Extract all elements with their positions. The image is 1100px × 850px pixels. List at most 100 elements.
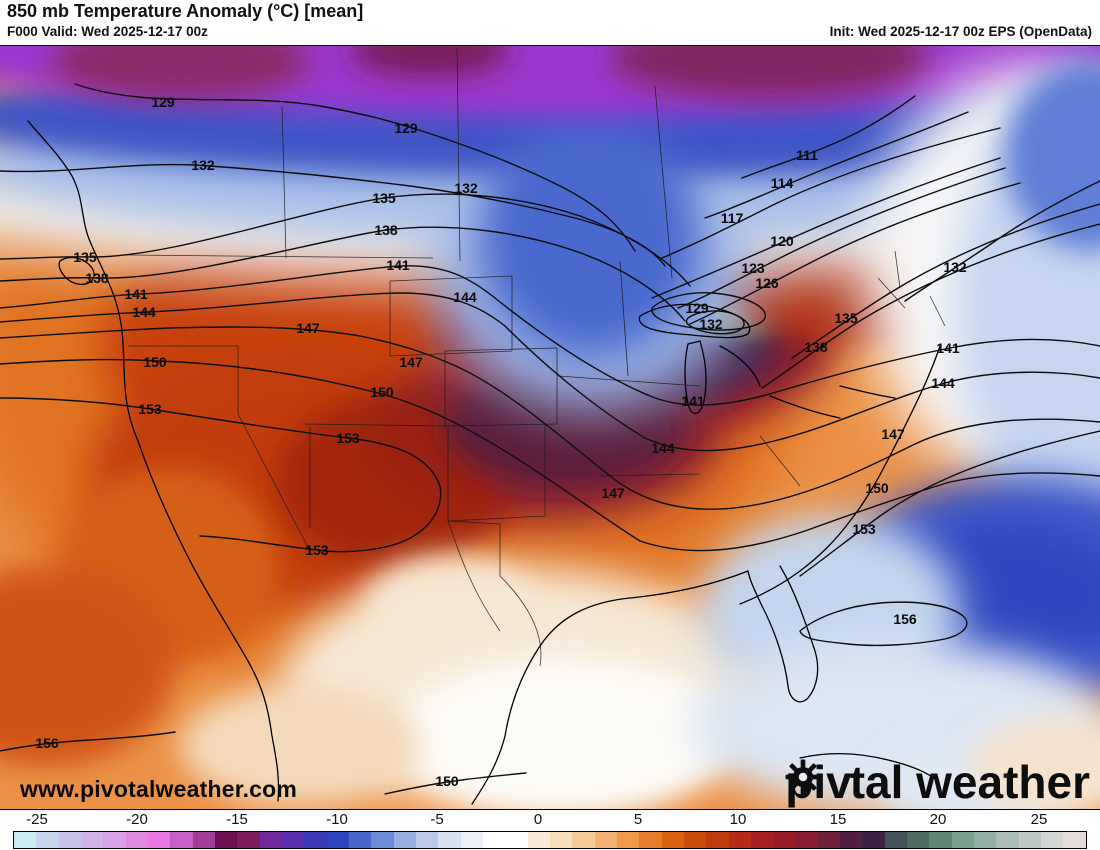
colorbar-segment [840,832,863,848]
contour-label: 135 [834,310,858,326]
colorbar-segment [80,832,104,848]
colorbar-segment [415,832,439,848]
contour-label: 138 [374,222,398,238]
colorbar-segment [549,832,573,848]
colorbar-segment [304,832,327,848]
colorbar-segment [728,832,751,848]
colorbar-segment [348,832,372,848]
contour-label: 117 [721,210,744,226]
contour-label: 135 [372,190,396,206]
colorbar-segment [371,832,394,848]
colorbar-segment [907,832,930,848]
colorbar-segment [795,832,818,848]
colorbar-segment [594,832,617,848]
colorbar-segment [817,832,841,848]
contour-label: 144 [453,289,477,305]
contour-label: 156 [35,735,59,751]
weather-map[interactable]: 129 132 129 132 135 138 141 144 135 138 141 144 150 1… [0,45,1100,810]
colorbar-segment [281,832,305,848]
contour-label: 141 [124,286,148,302]
colorbar-segment [1041,832,1064,848]
contour-label: 144 [931,375,955,391]
contour-label: 114 [771,175,794,191]
contour-label: 150 [143,354,167,370]
colorbar-tick: 20 [929,811,947,828]
colorbar-segment [750,832,774,848]
contour-label: 141 [681,393,705,409]
colorbar-tick: -15 [226,811,248,828]
contour-label: 147 [601,485,625,501]
contour-label: 123 [741,260,765,276]
contour-label: 129 [394,120,418,136]
colorbar-segment [661,832,684,848]
contour-label: 132 [699,316,723,332]
colorbar-tick: 5 [633,811,643,828]
colorbar-segment [683,832,707,848]
brand-logo: piv [785,759,1090,805]
contour-label: 120 [770,233,794,249]
colorbar-segment [214,832,238,848]
contour-label: 153 [336,430,360,446]
colorbar-segment [170,832,193,848]
contour-lines [0,83,1100,795]
coastlines [27,120,941,805]
colorbar-segment [1018,832,1042,848]
contour-labels: 129 132 129 132 135 138 141 144 135 138 141 144 150 1… [35,94,967,789]
contour-label: 153 [138,401,162,417]
contour-label: 147 [881,426,905,442]
colorbar-segment [996,832,1019,848]
watermark: www.pivotalweather.com [20,776,298,802]
colorbar-tick: 0 [533,811,543,828]
colorbar-ticks: -25 -20 -15 -10 -5 0 5 10 15 20 25 [0,810,1100,831]
colorbar-segment [974,832,997,848]
colorbar-segment [14,832,37,848]
colorbar-segment [393,832,416,848]
contour-label: 153 [305,542,329,558]
state-borders [124,47,946,667]
colorbar-segment [438,832,461,848]
colorbar-tick: -25 [26,811,48,828]
valid-time-text: F000 Valid: Wed 2025-12-17 00z [7,24,208,39]
colorbar-segment [58,832,81,848]
contour-label: 111 [796,147,818,163]
contour-label: 141 [386,257,410,273]
colorbar-segment [259,832,282,848]
contour-label: 150 [370,384,394,400]
init-time-text: Init: Wed 2025-12-17 00z EPS (OpenData) [829,24,1092,39]
contour-label: 135 [73,249,97,265]
colorbar-segment [482,832,506,848]
colorbar-tick: -5 [430,811,444,828]
colorbar-segment [527,832,550,848]
page-title: 850 mb Temperature Anomaly (°C) [mean] [7,1,364,21]
contour-label: 150 [435,773,459,789]
colorbar-segment [929,832,952,848]
colorbar-segment [125,832,148,848]
contour-label: 147 [296,320,320,336]
contour-label: 129 [151,94,175,110]
contour-label: 138 [85,270,109,286]
contour-label: 141 [936,340,960,356]
colorbar-segment [460,832,483,848]
colorbar-segment [326,832,349,848]
colorbar-segment [572,832,595,848]
logo-text-part2: tal weather [849,756,1090,808]
colorbar-segment [862,832,885,848]
colorbar-segment [951,832,975,848]
contour-label: 153 [852,521,876,537]
contour-label: 132 [454,180,478,196]
colorbar-segment [237,832,260,848]
contour-label: 147 [399,354,423,370]
contour-label: 132 [191,157,215,173]
colorbar-segment [706,832,729,848]
colorbar-segment [103,832,126,848]
colorbar-gradient [13,831,1087,849]
colorbar-segment [147,832,171,848]
contour-label: 150 [865,480,889,496]
colorbar-segment [1063,832,1086,848]
colorbar-tick: 10 [729,811,747,828]
colorbar-segment [36,832,59,848]
contour-label: 132 [943,259,967,275]
colorbar-footer: -25 -20 -15 -10 -5 0 5 10 15 20 25 [0,810,1100,850]
colorbar-segment [505,832,528,848]
